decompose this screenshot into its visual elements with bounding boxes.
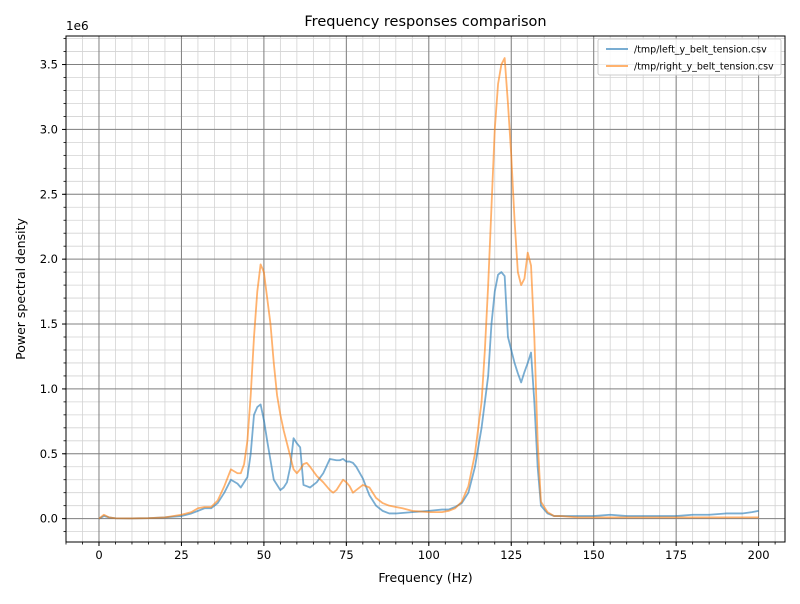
axis-ticks <box>62 38 776 546</box>
x-axis-label: Frequency (Hz) <box>378 570 472 585</box>
y-tick-label: 1.0 <box>40 382 58 396</box>
y-scale-label: 1e6 <box>66 19 89 33</box>
y-tick-label: 2.5 <box>40 187 58 201</box>
x-tick-label: 150 <box>583 548 605 562</box>
axis-tick-labels: 0 25 50 75 100 125 150 175 200 0.0 0.5 1.0 1.5 2.0 2.5… <box>40 58 770 562</box>
plot-frame <box>65 35 786 543</box>
x-tick-label: 200 <box>748 548 770 562</box>
y-tick-label: 0.5 <box>40 447 58 461</box>
x-tick-label: 125 <box>500 548 522 562</box>
legend-label-right: /tmp/right_y_belt_tension.csv <box>634 62 774 73</box>
x-tick-label: 25 <box>174 548 189 562</box>
series-lines <box>98 57 759 520</box>
y-tick-label: 3.5 <box>40 58 58 72</box>
x-tick-label: 100 <box>418 548 440 562</box>
x-tick-label: 175 <box>665 548 687 562</box>
y-axis-label: Power spectral density <box>13 218 28 360</box>
y-tick-label: 1.5 <box>40 317 58 331</box>
x-tick-label: 75 <box>339 548 354 562</box>
legend-box <box>597 38 782 76</box>
chart-title: Frequency responses comparison <box>304 14 546 30</box>
y-tick-label: 2.0 <box>40 252 58 266</box>
x-tick-label: 0 <box>95 548 102 562</box>
x-tick-label: 50 <box>257 548 272 562</box>
y-tick-label: 3.0 <box>40 122 58 136</box>
legend: /tmp/left_y_belt_tension.csv /tmp/right_… <box>597 38 782 76</box>
y-tick-label: 0.0 <box>40 512 58 526</box>
legend-label-left: /tmp/left_y_belt_tension.csv <box>634 45 767 56</box>
major-grid <box>66 36 785 542</box>
series-line-right-y-belt-tension <box>98 57 759 520</box>
